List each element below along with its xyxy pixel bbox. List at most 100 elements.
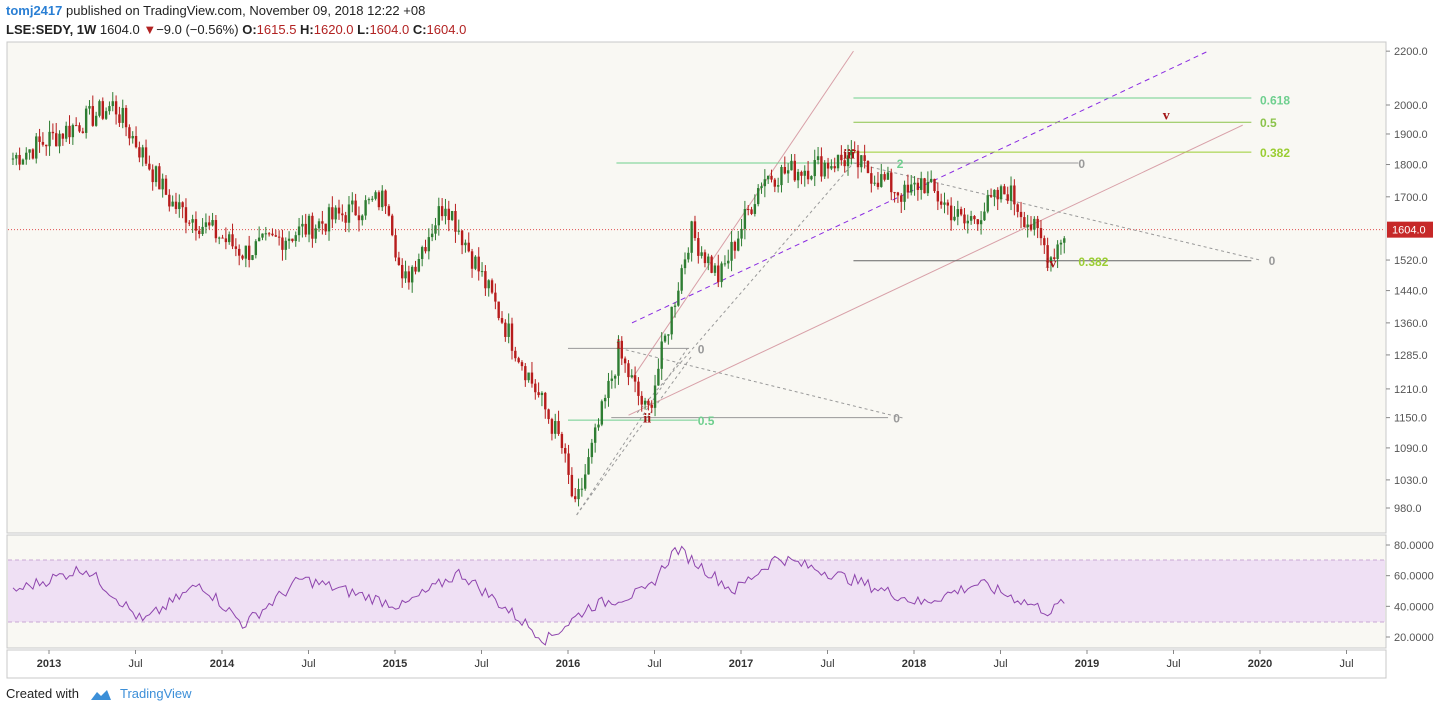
candle-body (514, 350, 517, 359)
candle-body (876, 182, 880, 187)
candle-body (474, 256, 477, 269)
candle-body (567, 453, 570, 475)
candle-body (88, 106, 91, 109)
candle-body (437, 206, 441, 226)
candle-body (480, 271, 484, 273)
fib-label: 0 (1078, 157, 1085, 171)
candle-body (231, 234, 234, 247)
candle-body (11, 158, 15, 160)
candle-body (973, 216, 976, 220)
candle-body (580, 488, 584, 490)
author-name[interactable]: tomj2417 (6, 3, 63, 18)
candle-body (816, 156, 820, 161)
candle-body (983, 211, 986, 221)
candle-body (597, 424, 600, 428)
candle-body (590, 442, 594, 458)
candle-body (464, 242, 467, 246)
candle-body (291, 238, 294, 242)
price-pane[interactable] (6, 41, 1387, 534)
candle-body (55, 133, 58, 147)
candle-body (697, 238, 700, 256)
candle-body (1029, 224, 1033, 230)
tradingview-logo-icon (90, 689, 111, 700)
candle-body (151, 169, 154, 183)
candle-body (500, 318, 504, 323)
candle-body (853, 150, 856, 152)
candle-body (637, 381, 640, 396)
fib-label: 0 (893, 412, 900, 426)
candle-body (780, 166, 783, 186)
candle-body (208, 222, 211, 226)
brand-link[interactable]: TradingView (120, 686, 192, 701)
price-tick-label: 2200.0 (1394, 46, 1428, 58)
candle-body (48, 131, 51, 147)
candle-body (720, 263, 723, 283)
candle-body (304, 223, 307, 235)
price-tick-label: 1360.0 (1394, 318, 1428, 330)
candle-body (856, 150, 860, 168)
last-price: 1604.0 (99, 22, 140, 37)
candle-body (204, 222, 208, 227)
candle-body (560, 433, 564, 449)
candle-body (510, 323, 514, 351)
candle-body (440, 206, 444, 217)
chart-area[interactable]: 2200.0 2000.0 1900.0 1800.0 1700.0 1604.0 1520… (0, 40, 1444, 680)
candle-body (710, 256, 713, 273)
candle-body (989, 195, 993, 197)
fib-label: 0.382 (1260, 146, 1290, 160)
candle-body (633, 375, 637, 382)
candle-body (956, 209, 960, 217)
wave-label-v: v (1163, 108, 1170, 123)
rsi-line (12, 545, 1065, 646)
candle-body (401, 264, 404, 279)
candle-body (667, 334, 670, 336)
candle-body (351, 200, 354, 205)
candle-body (35, 136, 38, 159)
candle-body (823, 162, 826, 177)
candle-body (953, 216, 956, 221)
candle-body (820, 156, 823, 177)
candle-body (470, 251, 474, 269)
candle-body (866, 161, 870, 174)
x-tick-label: Jul (301, 658, 315, 670)
candle-body (540, 392, 544, 396)
price-tick-label: 1700.0 (1394, 192, 1428, 204)
x-tick-label: Jul (474, 658, 488, 670)
candle-body (647, 400, 650, 405)
candle-body (1059, 242, 1063, 245)
time-axis[interactable] (6, 649, 1387, 679)
candle-body (760, 186, 763, 189)
rsi-tick-label: 80.0000 (1394, 540, 1434, 552)
candle-body (414, 266, 417, 272)
candle-body (896, 192, 900, 196)
price-tick-label: 2000.0 (1394, 100, 1428, 112)
candle-body (923, 178, 926, 194)
candle-body (963, 214, 966, 224)
candle-body (620, 340, 623, 359)
symbol: LSE:SEDY, 1W (6, 22, 97, 37)
candle-body (74, 125, 78, 127)
candle-body (793, 160, 796, 181)
price-axis[interactable]: 2200.0 2000.0 1900.0 1800.0 1700.0 1604.0 1520… (8, 46, 1433, 515)
x-tick-label: 2013 (37, 658, 61, 670)
rsi-axis[interactable]: 80.0000 60.0000 40.0000 20.0000 (1386, 540, 1434, 644)
candle-body (1043, 238, 1046, 246)
candle-body (410, 266, 414, 283)
last-price-tick: 1604.0 (1392, 225, 1426, 237)
candle-body (1046, 245, 1049, 263)
candle-body (21, 159, 25, 165)
candle-body (993, 189, 996, 197)
candle-body (191, 219, 194, 223)
candle-body (214, 220, 218, 239)
down-arrow-icon: ▼ (143, 22, 157, 37)
created-with: Created with (6, 686, 79, 701)
candle-body (1063, 238, 1066, 243)
candle-body (257, 237, 261, 242)
candle-body (843, 160, 846, 167)
fib-label: 0.5 (698, 414, 715, 428)
candle-body (796, 171, 800, 181)
candle-body (603, 397, 607, 402)
candle-body (587, 457, 590, 475)
candle-body (424, 247, 427, 252)
candle-body (71, 125, 75, 138)
